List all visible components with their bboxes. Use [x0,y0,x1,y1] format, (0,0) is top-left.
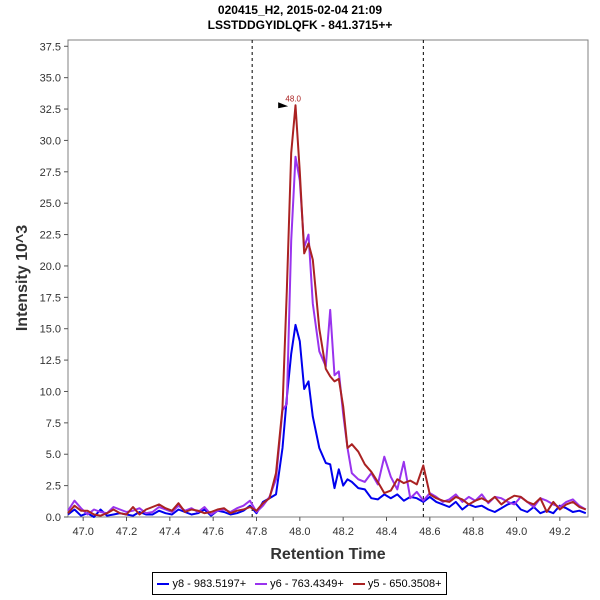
x-tick-label: 47.0 [72,526,93,538]
y-tick-label: 10.0 [40,386,61,398]
chart-title: 020415_H2, 2015-02-04 21:09 [217,3,383,17]
chart-subtitle: LSSTDDGYIDLQFK - 841.3715++ [207,18,393,32]
y-tick-label: 7.5 [46,418,61,430]
x-axis-label: Retention Time [270,546,385,563]
series-line-y8 [67,323,587,518]
legend-label-y5: y5 - 650.3508+ [367,577,442,590]
plot-area [67,39,589,518]
legend-item-y8: y8 - 983.5197+ [157,578,246,590]
series-line-y5 [67,104,587,517]
series-line-y6 [67,155,587,516]
x-tick-label: 49.2 [549,526,570,538]
legend-item-y5: y5 - 650.3508+ [352,577,442,590]
chart-legend: y8 - 983.5197+ y6 - 763.4349+ y5 - 650.3… [152,572,447,595]
legend-swatch-y6 [255,582,268,585]
y-tick-label: 2.5 [46,481,61,493]
legend-label-y6: y6 - 763.4349+ [270,577,344,590]
legend-label-y8: y8 - 983.5197+ [172,577,247,590]
y-tick-label: 22.5 [40,230,61,242]
y-tick-label: 25.0 [40,198,61,210]
y-tick-label: 35.0 [40,73,61,85]
legend-swatch-y8 [157,582,170,585]
x-tick-label: 47.6 [202,526,223,538]
x-tick-label: 48.6 [419,526,440,538]
x-tick-label: 47.2 [116,526,137,538]
x-tick-label: 49.0 [506,526,527,538]
y-tick-label: 15.0 [40,324,61,336]
y-tick-label: 17.5 [40,292,61,304]
y-tick-label: 5.0 [46,449,61,461]
y-tick-label: 30.0 [40,135,61,147]
y-axis-label: Intensity 10^3 [14,225,31,331]
legend-swatch-y5 [352,582,365,585]
y-tick-label: 32.5 [40,104,61,116]
peak-label: 48.0 [285,94,301,103]
y-tick-label: 37.5 [40,41,61,53]
y-tick-label: 0.0 [46,512,61,524]
peak-marker-icon [278,102,289,109]
y-tick-label: 12.5 [40,355,61,367]
y-tick-label: 20.0 [40,261,61,273]
x-tick-label: 47.8 [246,526,267,538]
x-tick-label: 48.2 [332,526,353,538]
x-tick-label: 47.4 [159,526,180,538]
y-tick-label: 27.5 [40,167,61,179]
x-tick-label: 48.4 [376,526,397,538]
legend-item-y6: y6 - 763.4349+ [255,578,344,590]
x-tick-label: 48.8 [462,526,483,538]
x-tick-label: 48.0 [289,526,310,538]
